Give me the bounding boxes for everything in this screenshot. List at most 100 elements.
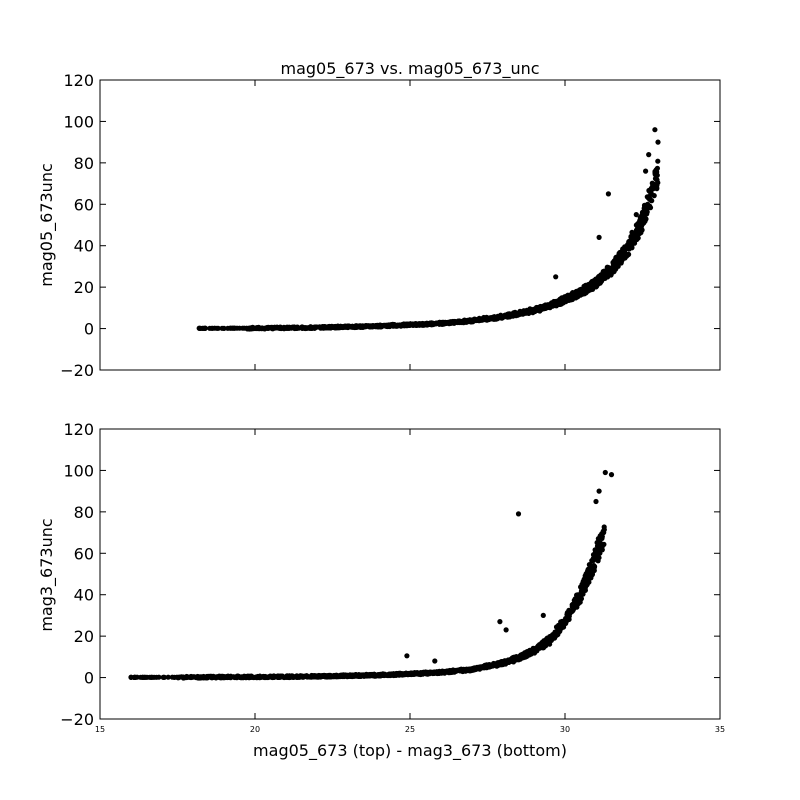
- data-point: [507, 311, 513, 317]
- data-point: [214, 674, 220, 680]
- chart-title: mag05_673 vs. mag05_673_unc: [280, 59, 539, 79]
- data-point: [198, 674, 204, 680]
- data-point: [641, 212, 647, 218]
- data-point: [393, 322, 399, 329]
- data-point: [628, 243, 634, 249]
- data-point: [261, 674, 267, 680]
- data-point: [465, 667, 471, 673]
- data-point: [554, 632, 560, 638]
- outlier-point: [652, 127, 658, 133]
- outlier-point: [646, 152, 652, 158]
- data-point: [294, 325, 300, 331]
- data-point: [468, 318, 474, 324]
- data-point: [571, 597, 577, 603]
- data-point: [281, 325, 287, 332]
- outlier-point: [605, 191, 612, 197]
- x-tick-label: 30: [560, 725, 570, 734]
- bottom-axis-ticks: −20 0 20 40 60 80 100 120 15 20 25 30 35: [60, 420, 725, 734]
- data-point: [363, 673, 369, 679]
- data-point: [596, 542, 602, 548]
- outlier-point: [249, 325, 255, 331]
- data-point: [509, 655, 516, 661]
- data-point: [378, 322, 384, 329]
- data-point: [580, 581, 586, 587]
- x-axis-label: mag05_673 (top) - mag3_673 (bottom): [253, 741, 567, 761]
- data-point: [183, 674, 190, 680]
- y-tick-label: 0: [84, 320, 94, 339]
- data-point: [552, 299, 559, 305]
- top-axis-ticks: −20 0 20 40 60 80 100 120: [60, 71, 721, 380]
- outlier-point: [227, 325, 233, 331]
- data-point: [528, 651, 534, 657]
- data-point: [373, 673, 379, 679]
- data-point: [193, 674, 199, 680]
- data-point: [559, 619, 565, 625]
- data-point: [626, 239, 632, 245]
- data-point: [143, 674, 149, 680]
- data-point: [411, 671, 417, 677]
- outlier-point: [196, 325, 202, 331]
- data-point: [311, 673, 317, 680]
- data-point: [618, 259, 624, 265]
- y-tick-label: 120: [63, 420, 94, 439]
- data-point: [387, 322, 393, 328]
- data-point: [441, 669, 447, 675]
- data-point: [161, 674, 167, 680]
- top-plot-frame: [99, 79, 721, 371]
- data-point: [330, 674, 336, 680]
- data-point: [176, 674, 182, 680]
- data-point: [589, 286, 595, 292]
- data-point: [610, 269, 616, 275]
- outlier-point: [202, 325, 208, 331]
- y-tick-label: 0: [84, 669, 94, 688]
- y-tick-label: 40: [74, 586, 94, 605]
- data-point: [336, 324, 342, 331]
- outlier-point: [540, 612, 546, 619]
- data-point: [272, 325, 278, 331]
- data-point: [246, 674, 252, 680]
- data-point: [526, 307, 532, 313]
- data-point: [283, 674, 289, 680]
- data-point: [470, 666, 476, 672]
- x-tick-label: 35: [715, 725, 725, 734]
- y-tick-label: 80: [74, 503, 94, 522]
- outlier-point: [165, 674, 171, 680]
- data-point: [344, 672, 350, 678]
- bottom-y-axis-label: mag3_673unc: [37, 518, 57, 631]
- data-point: [332, 325, 339, 331]
- outlier-point: [404, 653, 410, 659]
- data-point: [565, 611, 571, 617]
- data-point: [638, 217, 645, 223]
- data-point: [560, 300, 566, 306]
- data-point: [645, 205, 651, 211]
- top-y-axis-label: mag05_673unc: [37, 163, 57, 287]
- data-point: [326, 672, 332, 679]
- data-point: [653, 167, 659, 173]
- data-point: [255, 673, 261, 680]
- data-point: [578, 596, 585, 602]
- outlier-point: [553, 274, 559, 280]
- data-point: [578, 288, 584, 294]
- data-point: [598, 273, 604, 279]
- data-point: [326, 324, 332, 330]
- data-point: [203, 674, 210, 680]
- data-point: [448, 319, 454, 326]
- data-point: [406, 670, 412, 677]
- data-point: [543, 305, 549, 311]
- outlier-point: [432, 658, 438, 664]
- data-point: [286, 324, 292, 330]
- data-point: [497, 315, 503, 321]
- data-point: [450, 669, 456, 675]
- outlier-point: [128, 674, 134, 680]
- data-point: [490, 314, 496, 320]
- top-data-points: [196, 127, 661, 332]
- data-point: [591, 281, 597, 287]
- data-point: [630, 230, 636, 236]
- data-point: [267, 325, 273, 331]
- data-point: [416, 321, 422, 327]
- data-point: [635, 235, 641, 241]
- y-tick-label: 80: [74, 154, 94, 173]
- outlier-point: [596, 234, 602, 240]
- outlier-point: [503, 627, 509, 633]
